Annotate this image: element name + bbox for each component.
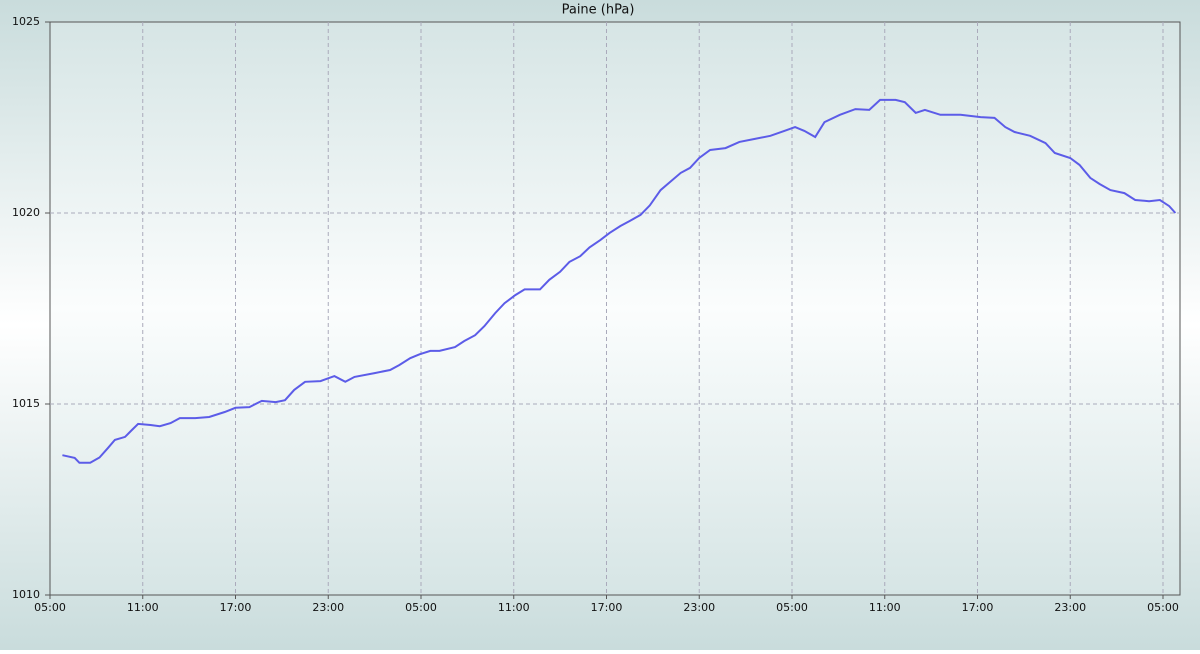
y-tick-label: 1020 xyxy=(12,206,40,219)
x-tick-label: 05:00 xyxy=(34,601,66,614)
x-tick-label: 11:00 xyxy=(127,601,159,614)
x-tick-label: 05:00 xyxy=(405,601,437,614)
y-tick-label: 1010 xyxy=(12,588,40,601)
y-tick-label: 1015 xyxy=(12,397,40,410)
x-tick-label: 05:00 xyxy=(776,601,808,614)
x-tick-label: 17:00 xyxy=(220,601,252,614)
x-tick-label: 11:00 xyxy=(498,601,530,614)
plot-area xyxy=(49,21,1181,596)
x-tick-label: 23:00 xyxy=(1054,601,1086,614)
x-tick-label: 05:00 xyxy=(1147,601,1179,614)
x-tick-label: 23:00 xyxy=(312,601,344,614)
x-tick-label: 23:00 xyxy=(683,601,715,614)
x-tick-label: 11:00 xyxy=(869,601,901,614)
line xyxy=(62,98,1177,464)
chart-title: Paine (hPa) xyxy=(562,3,635,18)
y-tick-label: 1025 xyxy=(12,15,40,28)
x-tick-label: 17:00 xyxy=(591,601,623,614)
x-tick-label: 17:00 xyxy=(962,601,994,614)
